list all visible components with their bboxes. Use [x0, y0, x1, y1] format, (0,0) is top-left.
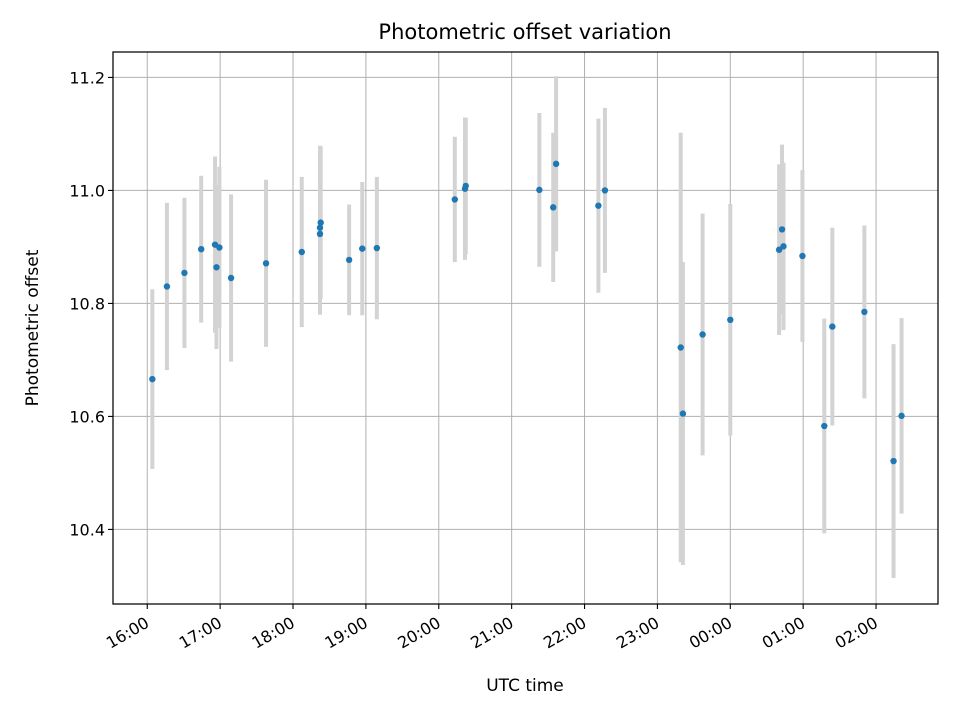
data-point	[317, 219, 324, 226]
data-point	[227, 274, 235, 282]
data-point	[345, 256, 353, 264]
data-point	[821, 422, 828, 430]
data-point	[775, 246, 783, 253]
y-tick-label: 11.0	[69, 181, 105, 200]
y-tick-label: 10.6	[69, 407, 105, 426]
data-point	[552, 160, 560, 168]
data-point	[679, 410, 687, 417]
x-axis-label: UTC time	[486, 676, 564, 696]
data-point	[197, 245, 205, 253]
data-point	[316, 230, 324, 238]
data-point	[677, 344, 684, 351]
data-point	[861, 308, 868, 316]
data-point	[359, 245, 366, 252]
data-point	[181, 269, 188, 277]
data-point	[316, 224, 324, 231]
data-point	[890, 457, 897, 465]
data-point	[595, 202, 602, 209]
data-point	[829, 323, 836, 330]
data-point	[262, 260, 270, 267]
data-point	[549, 204, 557, 211]
y-tick-label: 10.8	[69, 294, 105, 313]
data-point	[149, 375, 156, 383]
data-point	[778, 226, 786, 233]
data-point	[216, 244, 223, 251]
data-point	[213, 264, 220, 271]
data-point	[462, 182, 469, 190]
data-point	[536, 186, 543, 194]
y-axis-label: Photometric offset	[23, 249, 43, 406]
data-points	[149, 160, 905, 465]
data-point	[898, 412, 905, 420]
data-point	[780, 243, 787, 250]
data-point	[699, 331, 706, 338]
data-point	[799, 252, 806, 260]
data-point	[373, 244, 381, 252]
data-point	[163, 283, 171, 290]
data-point	[451, 196, 459, 203]
data-point	[727, 316, 734, 324]
data-point	[601, 187, 609, 194]
y-tick-label: 10.4	[69, 520, 105, 539]
data-point	[298, 248, 305, 256]
chart-title: Photometric offset variation	[378, 20, 671, 44]
plot-area-frame	[112, 51, 939, 605]
y-tick-label: 11.2	[69, 68, 105, 87]
